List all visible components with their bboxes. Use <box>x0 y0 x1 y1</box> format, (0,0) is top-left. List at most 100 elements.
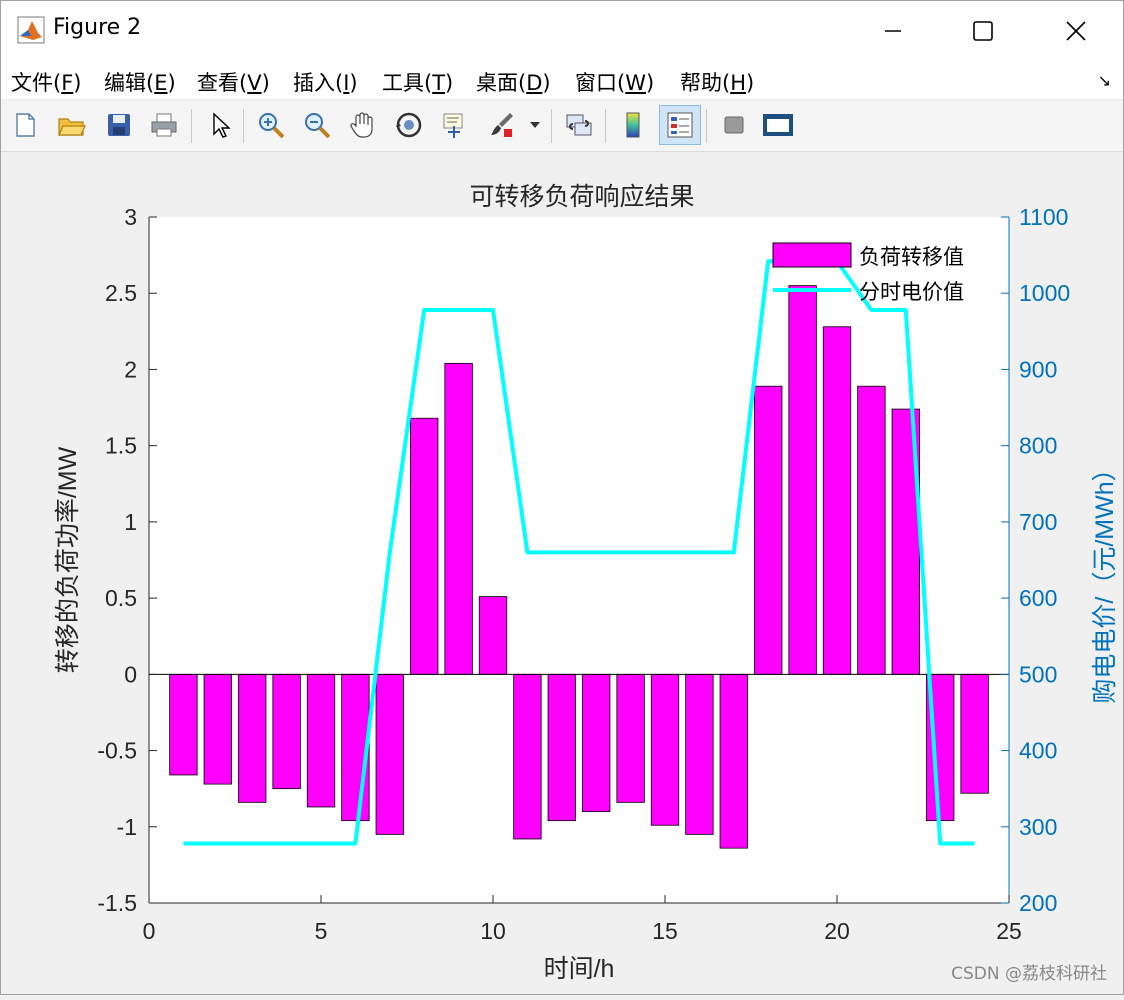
x-tick-label: 5 <box>315 918 328 944</box>
x-axis-label: 时间/h <box>544 955 615 983</box>
window-title: Figure 2 <box>53 15 142 40</box>
bar-19 <box>788 285 817 675</box>
open-folder-icon <box>58 118 86 136</box>
y-right-tick-label: 700 <box>1019 509 1057 535</box>
zoom-out-button[interactable] <box>299 107 335 143</box>
print-button[interactable] <box>146 107 182 143</box>
y-tick-label: -1.5 <box>97 890 137 916</box>
legend-swatch-bar <box>772 242 852 268</box>
y-right-tick-label: 900 <box>1019 356 1057 382</box>
price-line <box>183 259 975 846</box>
select-pointer-button[interactable] <box>201 107 237 143</box>
new-file-icon <box>16 113 35 137</box>
y-tick-label: 3 <box>124 204 137 230</box>
pointer-icon <box>213 112 231 138</box>
legend-icon <box>667 112 693 138</box>
dock-arrow-icon[interactable]: ↘ <box>1097 71 1111 90</box>
minimize-icon <box>885 30 901 32</box>
hide-plot-tools-icon <box>724 116 744 134</box>
matlab-app-icon <box>17 16 45 44</box>
save-icon <box>108 114 130 136</box>
brush-dropdown-button[interactable] <box>525 107 545 143</box>
menu-bar: 文件(F) 编辑(E) 查看(V) 插入(I) 工具(T) 桌面(D) 窗口(W… <box>1 61 1123 99</box>
menu-help[interactable]: 帮助(H) <box>680 71 755 95</box>
hide-plot-tools-button[interactable] <box>716 107 752 143</box>
zoom-in-button[interactable] <box>253 107 289 143</box>
bar-5 <box>306 673 336 808</box>
x-tick-label: 25 <box>996 918 1022 944</box>
bar-20 <box>822 326 852 675</box>
new-file-button[interactable] <box>7 107 43 143</box>
colorbar-icon <box>626 112 640 138</box>
link-plot-icon <box>566 114 592 136</box>
show-plot-tools-button[interactable] <box>760 107 796 143</box>
brush-button[interactable] <box>483 107 519 143</box>
bar-21 <box>857 385 886 675</box>
legend-button[interactable] <box>659 105 701 145</box>
pan-button[interactable] <box>345 107 381 143</box>
y-tick-label: -1 <box>117 814 137 840</box>
y-right-tick-label: 300 <box>1019 814 1057 840</box>
zoom-out-icon <box>305 113 331 139</box>
rotate-button[interactable] <box>391 107 427 143</box>
y-tick-label: 2.5 <box>105 280 137 306</box>
menu-view[interactable]: 查看(V) <box>197 71 270 95</box>
bar-7 <box>375 673 404 835</box>
menu-edit[interactable]: 编辑(E) <box>104 71 176 95</box>
title-bar: Figure 2 <box>1 1 1123 61</box>
colorbar-button[interactable] <box>615 107 651 143</box>
y-tick-label: 1.5 <box>105 433 137 459</box>
figure-canvas: -1.5 -1 -0.5 0 0.5 1 1.5 2 2.5 3 200 300 400 500 600 70… <box>1 152 1124 996</box>
bar-17 <box>719 673 748 849</box>
menu-desktop[interactable]: 桌面(D) <box>476 71 551 95</box>
x-tick-label: 10 <box>480 918 506 944</box>
bar-16 <box>685 673 714 835</box>
link-plot-button[interactable] <box>561 107 597 143</box>
chevron-down-icon <box>530 122 540 128</box>
figure-toolbar <box>1 101 1123 152</box>
y-right-tick-label: 1000 <box>1019 280 1070 306</box>
menu-file[interactable]: 文件(F) <box>11 71 82 95</box>
minimize-button[interactable] <box>863 9 923 53</box>
x-tick-label: 15 <box>652 918 678 944</box>
y-right-axis-label: 购电电价/（元/MWh） <box>1091 456 1119 703</box>
y-axis-label: 转移的负荷功率/MW <box>54 446 82 673</box>
bar-3 <box>238 673 267 803</box>
close-icon <box>1066 21 1086 41</box>
bar-9 <box>444 362 473 675</box>
data-cursor-button[interactable] <box>437 107 473 143</box>
open-button[interactable] <box>53 107 89 143</box>
menu-insert[interactable]: 插入(I) <box>293 71 358 95</box>
zoom-in-icon <box>259 113 285 139</box>
y-right-tick-label: 200 <box>1019 890 1057 916</box>
y-right-tick-label: 600 <box>1019 585 1057 611</box>
y-tick-label: 1 <box>124 509 137 535</box>
y-tick-label: 0 <box>124 661 137 687</box>
chart-svg[interactable]: -1.5-1-0.500.511.522.5320030040050060070… <box>1 152 1124 996</box>
y-tick-label: -0.5 <box>97 738 137 764</box>
menu-tools[interactable]: 工具(T) <box>382 71 454 95</box>
watermark-text: CSDN @荔枝科研社 <box>951 964 1107 984</box>
y-tick-label: 2 <box>124 356 137 382</box>
rotate-3d-icon <box>396 112 422 138</box>
bar-13 <box>582 673 611 812</box>
chart-title: 可转移负荷响应结果 <box>469 183 694 211</box>
bar-2 <box>203 673 232 785</box>
legend-label-line: 分时电价值 <box>859 281 964 304</box>
bar-24 <box>960 673 989 794</box>
bar-11 <box>513 673 542 840</box>
y-tick-label: 0.5 <box>105 585 137 611</box>
bar-18 <box>754 385 783 675</box>
close-button[interactable] <box>1046 9 1106 53</box>
bar-12 <box>547 673 576 822</box>
bar-14 <box>616 673 645 803</box>
show-plot-tools-icon <box>763 114 793 136</box>
y-right-tick-label: 800 <box>1019 433 1057 459</box>
save-button[interactable] <box>101 107 137 143</box>
maximize-button[interactable] <box>953 9 1013 53</box>
maximize-icon <box>973 21 993 41</box>
bar-1 <box>169 673 198 776</box>
bar-15 <box>650 673 680 826</box>
menu-window[interactable]: 窗口(W) <box>575 71 655 95</box>
